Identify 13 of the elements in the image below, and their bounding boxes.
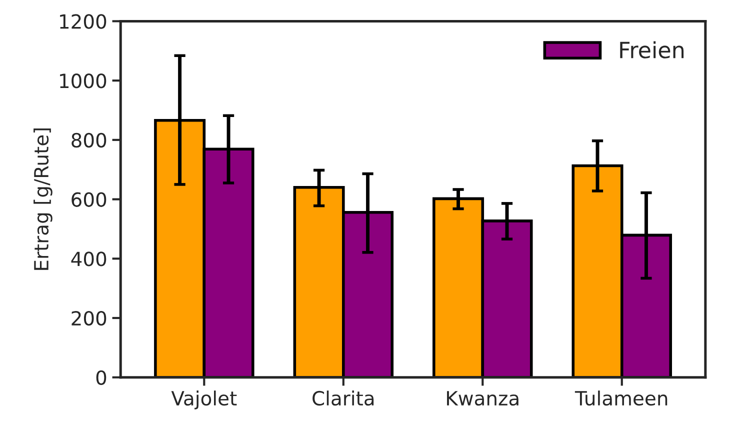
x-tick-label: Tulameen	[574, 390, 668, 406]
y-tick-label: 200	[72, 310, 106, 326]
legend-label: Freien	[620, 41, 684, 58]
y-tick-label: 1200	[60, 14, 106, 29]
x-tick-label: Clarita	[312, 390, 374, 406]
y-tick-label: 800	[72, 132, 106, 148]
y-axis-title: Ertrag [g/Rute]	[34, 128, 52, 270]
y-tick-label: 0	[96, 370, 106, 386]
y-tick-label: 600	[72, 192, 106, 207]
x-tick-label: Kwanza	[447, 391, 518, 406]
y-tick-label: 400	[71, 252, 106, 266]
y-tick-label: 1000	[60, 74, 106, 88]
x-tick-label: Vajolet	[171, 390, 237, 410]
